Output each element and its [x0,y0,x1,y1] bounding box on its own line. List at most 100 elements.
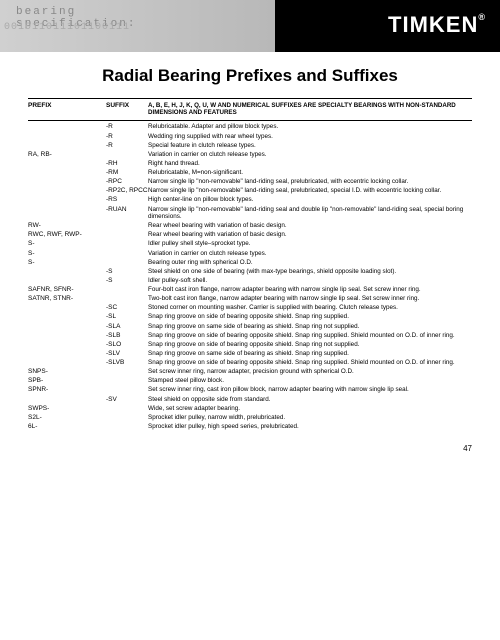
cell-prefix: S2L- [28,414,106,422]
table-row: S-Variation in carrier on clutch release… [28,249,472,258]
cell-prefix: RW- [28,222,106,230]
cell-desc: Snap ring groove on side of bearing oppo… [148,332,472,340]
cell-suffix: -RH [106,160,148,168]
cell-suffix [106,423,148,431]
cell-suffix: -SLVB [106,359,148,367]
table-row: RA, RB-Variation in carrier on clutch re… [28,150,472,159]
cell-suffix: -RP2C, RPCC [106,187,148,195]
cell-desc: Snap ring groove on side of bearing oppo… [148,313,472,321]
cell-desc: Steel shield on opposite side from stand… [148,396,472,404]
cell-suffix: -R [106,123,148,131]
table-row: SWPS-Wide, set screw adapter bearing. [28,404,472,413]
cell-suffix: -SV [106,396,148,404]
table-row: -SLVSnap ring groove on same side of bea… [28,349,472,358]
table-row: -SVSteel shield on opposite side from st… [28,395,472,404]
page-title: Radial Bearing Prefixes and Suffixes [28,66,472,86]
cell-prefix [28,277,106,285]
cell-desc: Idler pulley-soft shell. [148,277,472,285]
col-desc: A, B, E, H, J, K, Q, U, W AND NUMERICAL … [148,102,472,117]
cell-suffix [106,231,148,239]
cell-prefix [28,178,106,186]
cell-prefix: SPB- [28,377,106,385]
table-row: S- Bearing outer ring with spherical O.D. [28,258,472,267]
cell-desc: Steel shield on one side of bearing (wit… [148,268,472,276]
col-suffix: SUFFIX [106,102,148,117]
cell-desc: Stamped steel pillow block. [148,377,472,385]
cell-desc: Four-bolt cast iron flange, narrow adapt… [148,286,472,294]
cell-suffix [106,222,148,230]
cell-suffix: -R [106,142,148,150]
cell-prefix [28,160,106,168]
cell-suffix [106,405,148,413]
table-row: -SSteel shield on one side of bearing (w… [28,267,472,276]
cell-prefix [28,187,106,195]
table-row: -SLASnap ring groove on same side of bea… [28,322,472,331]
cell-suffix: -SL [106,313,148,321]
table-row: -RSHigh center-line on pillow block type… [28,196,472,205]
table-row: S2L-Sprocket idler pulley, narrow width,… [28,413,472,422]
table-body: -RRelubricatable. Adapter and pillow blo… [28,123,472,432]
cell-desc: Rear wheel bearing with variation of bas… [148,222,472,230]
cell-suffix [106,386,148,394]
cell-prefix [28,169,106,177]
cell-prefix [28,123,106,131]
table-row: -RUANNarrow single lip "non-removable" l… [28,205,472,222]
col-prefix: PREFIX [28,102,106,117]
cell-desc: Snap ring groove on side of bearing oppo… [148,359,472,367]
table-row: 6L-Sprocket idler pulley, high speed ser… [28,422,472,431]
cell-prefix [28,304,106,312]
cell-suffix: -SLA [106,323,148,331]
header-label-1: bearing [16,6,76,18]
cell-prefix: SNPS- [28,368,106,376]
cell-prefix [28,133,106,141]
cell-prefix [28,268,106,276]
table-row: -SLOSnap ring groove on side of bearing … [28,340,472,349]
cell-prefix: S- [28,259,106,267]
page-content: Radial Bearing Prefixes and Suffixes PRE… [0,52,500,440]
table-row: -RP2C, RPCCNarrow single lip "non-remova… [28,187,472,196]
cell-prefix [28,359,106,367]
cell-prefix: S- [28,240,106,248]
table-row: S-Idler pulley shell style–sprocket type… [28,240,472,249]
cell-desc: Snap ring groove on side of bearing oppo… [148,341,472,349]
table-row: SNPS-Set screw inner ring, narrow adapte… [28,368,472,377]
table-row: -RWedding ring supplied with rear wheel … [28,132,472,141]
cell-suffix: -RM [106,169,148,177]
table-row: RWC, RWF, RWP-Rear wheel bearing with va… [28,231,472,240]
cell-desc: Bearing outer ring with spherical O.D. [148,259,472,267]
cell-suffix [106,240,148,248]
cell-prefix [28,332,106,340]
table-row: -RHRight hand thread. [28,159,472,168]
page-number: 47 [0,444,500,453]
cell-suffix: -S [106,268,148,276]
cell-prefix: SPNR- [28,386,106,394]
cell-desc: Snap ring groove on same side of bearing… [148,350,472,358]
cell-prefix [28,350,106,358]
cell-suffix [106,250,148,258]
cell-desc: Narrow single lip "non-removable" land-r… [148,187,472,195]
cell-desc: Relubricatable. Adapter and pillow block… [148,123,472,131]
cell-desc: Variation in carrier on clutch release t… [148,151,472,159]
cell-prefix [28,396,106,404]
cell-prefix: S- [28,250,106,258]
table-header: PREFIX SUFFIX A, B, E, H, J, K, Q, U, W … [28,98,472,121]
cell-prefix: SATNR, STNR- [28,295,106,303]
cell-desc: Two-bolt cast iron flange, narrow adapte… [148,295,472,303]
cell-desc: Wide, set screw adapter bearing. [148,405,472,413]
cell-suffix [106,286,148,294]
table-row: -RPCNarrow single lip "non-removable" la… [28,178,472,187]
cell-suffix [106,151,148,159]
table-row: SAFNR, SFNR- Four-bolt cast iron flange, … [28,286,472,295]
cell-suffix: -RUAN [106,206,148,222]
cell-suffix: -R [106,133,148,141]
cell-prefix: SAFNR, SFNR- [28,286,106,294]
cell-prefix: 6L- [28,423,106,431]
table-row: SPB- Stamped steel pillow block. [28,377,472,386]
cell-prefix [28,341,106,349]
table-row: -SLVBSnap ring groove on side of bearing… [28,359,472,368]
cell-prefix [28,142,106,150]
header-bar: bearing specification: 00101101110110011… [0,0,500,52]
cell-suffix [106,295,148,303]
cell-desc: Set screw inner ring, cast iron pillow b… [148,386,472,394]
cell-desc: Snap ring groove on same side of bearing… [148,323,472,331]
